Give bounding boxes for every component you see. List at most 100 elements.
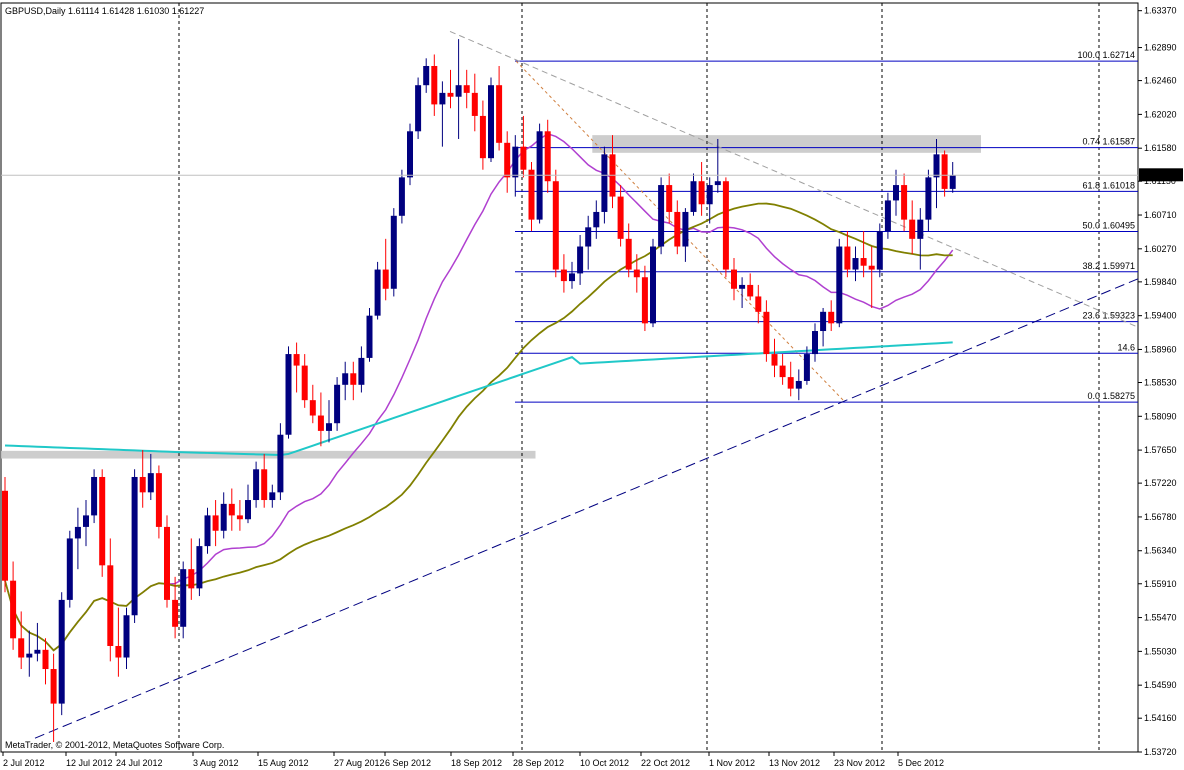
candle-body xyxy=(212,515,219,531)
y-tick-label: 1.55910 xyxy=(1144,579,1177,589)
candle-body xyxy=(690,181,697,212)
plot-area xyxy=(0,2,1139,753)
candle-body xyxy=(763,311,770,355)
candle-body xyxy=(382,269,389,289)
candle-body xyxy=(180,569,187,627)
candle-body xyxy=(860,258,867,266)
candle-body xyxy=(58,599,65,704)
candle-body xyxy=(390,215,397,289)
candle-body xyxy=(496,85,503,143)
candle-body xyxy=(941,154,948,189)
candle-body xyxy=(787,377,794,389)
candle-body xyxy=(617,196,624,239)
candle-body xyxy=(876,231,883,270)
x-tick-label: 18 Sep 2012 xyxy=(451,758,502,768)
candle-body xyxy=(488,85,494,159)
candle-body xyxy=(253,469,260,501)
candle-body xyxy=(682,211,689,247)
candle-body xyxy=(601,154,608,212)
candle-body xyxy=(66,538,73,600)
fib-level-label: 100.0 1.62714 xyxy=(1077,50,1135,60)
fib-level-label: 61.8 1.61018 xyxy=(1082,180,1135,190)
candle-body xyxy=(123,615,130,658)
y-tick-label: 1.60710 xyxy=(1144,210,1177,220)
chart-header: GBPUSD,Daily 1.61114 1.61428 1.61030 1.6… xyxy=(5,6,204,16)
candle-body xyxy=(747,284,754,297)
candle-body xyxy=(26,653,33,658)
fib-level-label: 23.6 1.59323 xyxy=(1082,311,1135,321)
candle-body xyxy=(50,669,57,704)
candle-body xyxy=(520,146,527,170)
candle-body xyxy=(836,246,843,324)
candle-body xyxy=(884,200,891,232)
candle-body xyxy=(10,580,17,639)
candle-body xyxy=(641,277,648,324)
candle-body xyxy=(34,649,41,654)
candle-body xyxy=(471,92,478,116)
candle-body xyxy=(925,177,932,220)
x-tick-label: 23 Nov 2012 xyxy=(834,758,885,768)
candle-body xyxy=(512,146,519,178)
y-tick-label: 1.54590 xyxy=(1144,680,1177,690)
y-tick-label: 1.54160 xyxy=(1144,713,1177,723)
candle-body xyxy=(844,246,851,270)
candle-body xyxy=(301,365,308,401)
candle-body xyxy=(423,65,430,86)
candle-body xyxy=(528,169,535,220)
candle-body xyxy=(407,131,413,178)
moving-average-slow xyxy=(4,341,953,457)
candle-body xyxy=(415,85,422,132)
x-tick-label: 10 Oct 2012 xyxy=(580,758,629,768)
candle-body xyxy=(577,246,584,274)
candle-body xyxy=(172,599,179,627)
candle-body xyxy=(803,354,810,381)
candle-body xyxy=(650,246,656,324)
candle-body xyxy=(901,185,908,220)
y-tick-label: 1.59400 xyxy=(1144,311,1177,321)
x-tick-label: 6 Sep 2012 xyxy=(385,758,431,768)
y-tick-label: 1.57650 xyxy=(1144,445,1177,455)
candle-body xyxy=(593,211,600,228)
candle-body xyxy=(99,476,106,566)
candle-body xyxy=(147,473,154,493)
candle-body xyxy=(91,476,98,516)
candle-body xyxy=(74,526,81,539)
candle-body xyxy=(544,131,551,182)
candle-body xyxy=(236,515,243,520)
candle-body xyxy=(358,357,365,385)
x-tick-label: 5 Dec 2012 xyxy=(898,758,944,768)
candle-body xyxy=(552,181,559,270)
candle-body xyxy=(366,315,373,358)
candle-body xyxy=(309,400,316,416)
current-price-badge xyxy=(1139,168,1183,182)
fib-level-label: 0.0 1.58275 xyxy=(1087,391,1135,401)
y-tick-label: 1.62890 xyxy=(1144,43,1177,53)
candle-body xyxy=(828,311,835,324)
candle-body xyxy=(795,380,802,389)
candle-body xyxy=(909,219,916,239)
candle-body xyxy=(658,185,665,247)
candle-body xyxy=(479,115,486,159)
y-tick-label: 1.59840 xyxy=(1144,277,1177,287)
fib-level-label: 38.2 1.59971 xyxy=(1082,261,1135,271)
candle-body xyxy=(868,265,875,270)
candle-body xyxy=(155,473,162,527)
candle-body xyxy=(585,227,592,247)
fib-level-label: 0.74 1.61587 xyxy=(1082,137,1135,147)
candle-body xyxy=(139,476,146,493)
candle-body xyxy=(115,645,122,658)
x-tick-label: 24 Jul 2012 xyxy=(116,758,163,768)
candle-body xyxy=(755,296,762,312)
candle-body xyxy=(698,181,705,205)
x-tick-label: 1 Nov 2012 xyxy=(709,758,755,768)
fib-level-label: 14.6 xyxy=(1117,342,1135,352)
y-tick-label: 1.62020 xyxy=(1144,109,1177,119)
candle-body xyxy=(285,354,292,435)
candle-body xyxy=(326,423,332,431)
candle-body xyxy=(933,154,940,178)
candle-body xyxy=(398,177,405,216)
moving-average-mid xyxy=(4,202,953,652)
candle-body xyxy=(228,503,235,516)
